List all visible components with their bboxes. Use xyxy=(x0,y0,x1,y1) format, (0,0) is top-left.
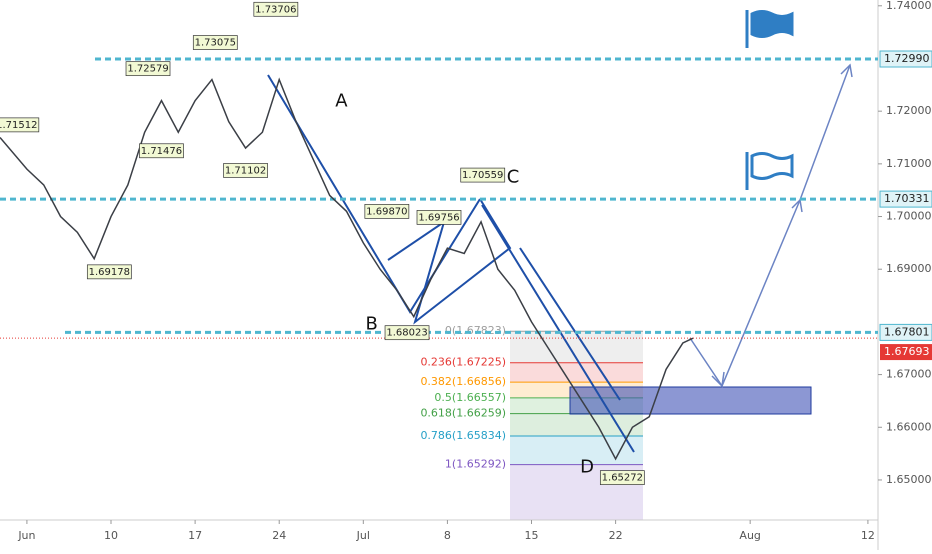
fib-label: 0.786(1.65834) xyxy=(420,429,506,442)
pattern-point: D xyxy=(580,456,594,477)
demand-zone xyxy=(569,386,812,415)
current-price-label: 1.67693 xyxy=(884,345,930,358)
pivot-label: 1.71102 xyxy=(225,165,266,176)
x-tick-label: Jul xyxy=(356,529,370,542)
pattern-point: C xyxy=(507,167,520,188)
projection-path xyxy=(689,64,851,388)
x-tick-label: 10 xyxy=(104,529,118,542)
pivot-label: 1.72579 xyxy=(127,64,168,75)
flag-line xyxy=(519,247,621,401)
y-tick-label: 1.65000 xyxy=(886,473,932,486)
x-tick-label: 24 xyxy=(272,529,286,542)
y-tick-label: 1.72000 xyxy=(886,104,932,117)
pattern-point: A xyxy=(335,91,348,112)
projection xyxy=(689,63,853,388)
pivot-label: 1.73706 xyxy=(255,4,296,15)
y-tick-label: 1.71000 xyxy=(886,157,932,170)
pivot-tag xyxy=(223,163,268,178)
level-label: 1.67801 xyxy=(884,325,930,338)
pivot-tag xyxy=(384,325,430,341)
pivot-label: 1.69178 xyxy=(89,267,130,278)
level-label: 1.70331 xyxy=(884,192,930,205)
pivot-label: 1.69870 xyxy=(366,206,407,217)
pattern-point: B xyxy=(366,314,378,335)
flag-channel xyxy=(387,198,512,325)
pivot-label: 1.68023 xyxy=(386,328,427,339)
x-tick-label: 22 xyxy=(609,529,623,542)
pivot-tag xyxy=(192,35,238,50)
x-tick-label: 15 xyxy=(525,529,539,542)
fib-label: 0.618(1.66259) xyxy=(420,407,506,420)
fib-label: 0.236(1.67225) xyxy=(420,356,506,369)
arrow-head xyxy=(840,63,853,78)
price-line xyxy=(0,77,694,461)
level-tag xyxy=(879,50,932,68)
x-tick-label: 12 xyxy=(861,529,875,542)
flag-icons xyxy=(745,10,794,190)
pivot-tag xyxy=(599,470,645,485)
y-tick-label: 1.69000 xyxy=(886,262,932,275)
pivot-label: 1.65272 xyxy=(602,473,643,484)
pivot-tag xyxy=(139,143,184,159)
fib-band xyxy=(510,436,643,465)
fib-label: 1(1.65292) xyxy=(445,458,506,471)
fib-label: 0(1.67823) xyxy=(445,324,506,337)
pivot-label: 1.71476 xyxy=(141,146,182,157)
flag xyxy=(750,10,794,38)
pivot-label: 1.70559 xyxy=(462,170,503,181)
pivot-label: 1.69756 xyxy=(418,212,459,223)
x-tick-label: Jun xyxy=(17,529,35,542)
level-tag xyxy=(879,323,932,341)
pivot-tag xyxy=(86,264,132,280)
pivot-tag xyxy=(460,167,506,183)
x-tick-label: 17 xyxy=(188,529,202,542)
pattern-cd xyxy=(481,204,635,453)
x-tick-label: Aug xyxy=(739,529,760,542)
fib-band xyxy=(510,413,643,437)
pivot-tag xyxy=(0,117,40,133)
pivot-tag xyxy=(253,1,299,17)
pivot-tag xyxy=(416,210,462,225)
plot-bg xyxy=(0,0,878,520)
level-label: 1.72990 xyxy=(884,52,930,65)
x-tick-label: 8 xyxy=(444,529,451,542)
fib-band xyxy=(510,362,643,383)
flag xyxy=(750,152,794,180)
pivot-tag xyxy=(125,61,171,77)
level-tag xyxy=(879,190,932,208)
pivot-label: 1.71512 xyxy=(0,120,37,131)
price-tag xyxy=(880,344,932,361)
y-tick-label: 1.67000 xyxy=(886,368,932,381)
y-tick-label: 1.66000 xyxy=(886,420,932,433)
y-tick-label: 1.70000 xyxy=(886,210,932,223)
fib-label: 0.382(1.66856) xyxy=(420,375,506,388)
pivot-label: 1.73075 xyxy=(195,38,236,49)
fib-label: 0.5(1.66557) xyxy=(434,391,506,404)
pivot-tag xyxy=(364,204,410,219)
y-tick-label: 1.74000 xyxy=(886,0,932,12)
arrow-head xyxy=(711,371,725,388)
